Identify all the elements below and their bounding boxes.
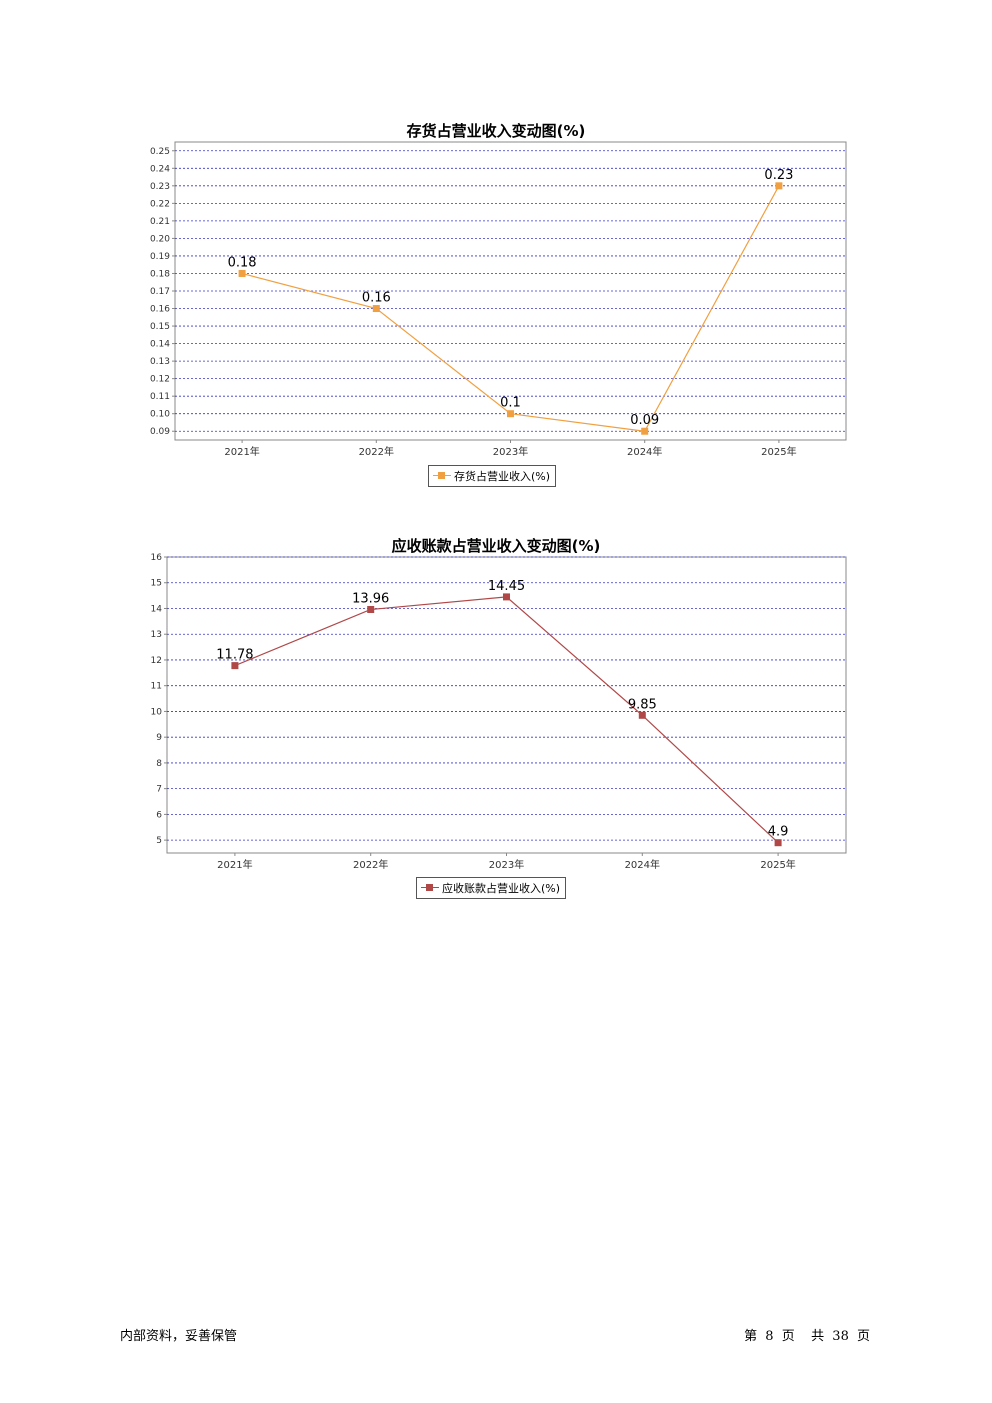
page-prefix: 第 <box>744 1329 758 1344</box>
x-tick-label: 2022年 <box>359 445 394 458</box>
chart-title: 应收账款占营业收入变动图(%) <box>391 537 601 555</box>
y-tick-label: 0.24 <box>150 164 170 174</box>
y-tick-label: 0.21 <box>150 217 170 227</box>
legend-label: 应收账款占营业收入(%) <box>442 882 561 895</box>
y-tick-label: 15 <box>151 579 162 589</box>
y-tick-label: 6 <box>156 810 162 820</box>
data-point <box>774 839 782 847</box>
y-tick-label: 0.13 <box>150 357 170 367</box>
y-tick-label: 0.09 <box>150 427 170 437</box>
legend-swatch-icon <box>421 883 439 893</box>
y-tick-label: 0.15 <box>150 322 170 332</box>
chart-legend: 存货占营业收入(%) <box>428 465 557 487</box>
y-tick-label: 0.20 <box>150 234 170 244</box>
y-tick-label: 0.11 <box>150 392 170 402</box>
total-pages: 38 <box>832 1329 849 1344</box>
data-point <box>641 427 649 435</box>
y-tick-label: 5 <box>156 836 162 846</box>
data-point <box>775 182 783 190</box>
legend-label: 存货占营业收入(%) <box>454 470 551 483</box>
data-point <box>238 269 246 277</box>
x-tick-label: 2024年 <box>627 445 662 458</box>
y-tick-label: 0.10 <box>150 410 170 420</box>
data-label: 0.23 <box>764 168 793 183</box>
data-label: 4.9 <box>768 825 789 840</box>
y-tick-label: 0.23 <box>150 182 170 192</box>
data-label: 13.96 <box>352 592 389 607</box>
page-suffix: 页 <box>781 1329 795 1344</box>
inventory-ratio-plot: 0.09 0.10 0.11 0.12 0.13 0.14 0.15 0.16 0.17 0.18… <box>150 141 847 458</box>
y-tick-label: 11 <box>151 682 162 692</box>
data-point <box>372 305 380 313</box>
total-suffix: 页 <box>856 1329 870 1344</box>
y-tick-label: 0.16 <box>150 305 170 315</box>
y-tick-label: 12 <box>151 656 162 666</box>
x-tick-label: 2025年 <box>761 445 796 458</box>
data-label: 9.85 <box>628 697 657 712</box>
inventory-ratio-chart: 存货占营业收入变动图(%) 0.09 0.10 0.11 0.12 0.13 0.14 0.… <box>0 110 992 500</box>
y-tick-label: 13 <box>151 630 162 640</box>
plot-area <box>174 141 847 441</box>
y-tick-label: 0.12 <box>150 375 170 385</box>
y-tick-label: 0.14 <box>150 340 170 350</box>
x-tick-label: 2021年 <box>224 445 259 458</box>
y-tick-label: 0.18 <box>150 269 170 279</box>
legend-swatch-icon <box>433 471 451 481</box>
data-label: 0.1 <box>500 396 521 411</box>
x-tick-label: 2024年 <box>625 858 660 871</box>
data-label: 0.09 <box>630 413 659 428</box>
x-tick-label: 2025年 <box>760 858 795 871</box>
y-tick-label: 0.22 <box>150 199 170 209</box>
x-tick-label: 2023年 <box>493 445 528 458</box>
chart-legend: 应收账款占营业收入(%) <box>416 877 567 899</box>
y-tick-label: 10 <box>151 707 163 717</box>
y-tick-label: 8 <box>156 759 162 769</box>
data-label: 14.45 <box>488 579 525 594</box>
total-prefix: 共 <box>811 1329 825 1344</box>
y-tick-label: 0.19 <box>150 252 170 262</box>
data-label: 11.78 <box>216 648 253 663</box>
y-tick-label: 7 <box>156 785 162 795</box>
x-tick-label: 2022年 <box>353 858 388 871</box>
chart-title: 存货占营业收入变动图(%) <box>406 122 586 140</box>
footer-confidential-note: 内部资料，妥善保管 <box>120 1329 238 1344</box>
y-tick-label: 0.25 <box>150 147 170 157</box>
y-tick-label: 14 <box>151 604 163 614</box>
plot-area <box>166 556 847 854</box>
receivables-ratio-plot: 5 6 7 8 9 10 11 12 13 14 15 16 2021年 2022年 2023年 2024年 2… <box>151 553 847 871</box>
data-point <box>503 593 510 601</box>
receivables-ratio-chart: 应收账款占营业收入变动图(%) 5 6 7 8 9 10 11 12 13 14 15 16 2021年… <box>0 525 992 905</box>
data-label: 0.18 <box>228 255 257 270</box>
footer-page-indicator: 第 8 页 共 38 页 <box>742 1325 872 1344</box>
data-point <box>507 410 514 418</box>
data-point <box>231 662 239 670</box>
x-tick-label: 2021年 <box>217 858 252 871</box>
data-label: 0.16 <box>362 291 391 306</box>
x-tick-label: 2023年 <box>489 858 524 871</box>
data-point <box>638 711 646 719</box>
y-tick-label: 0.17 <box>150 287 170 297</box>
page-number: 8 <box>765 1329 774 1344</box>
y-tick-label: 9 <box>156 733 162 743</box>
data-point <box>367 606 375 614</box>
y-tick-label: 16 <box>151 553 163 563</box>
